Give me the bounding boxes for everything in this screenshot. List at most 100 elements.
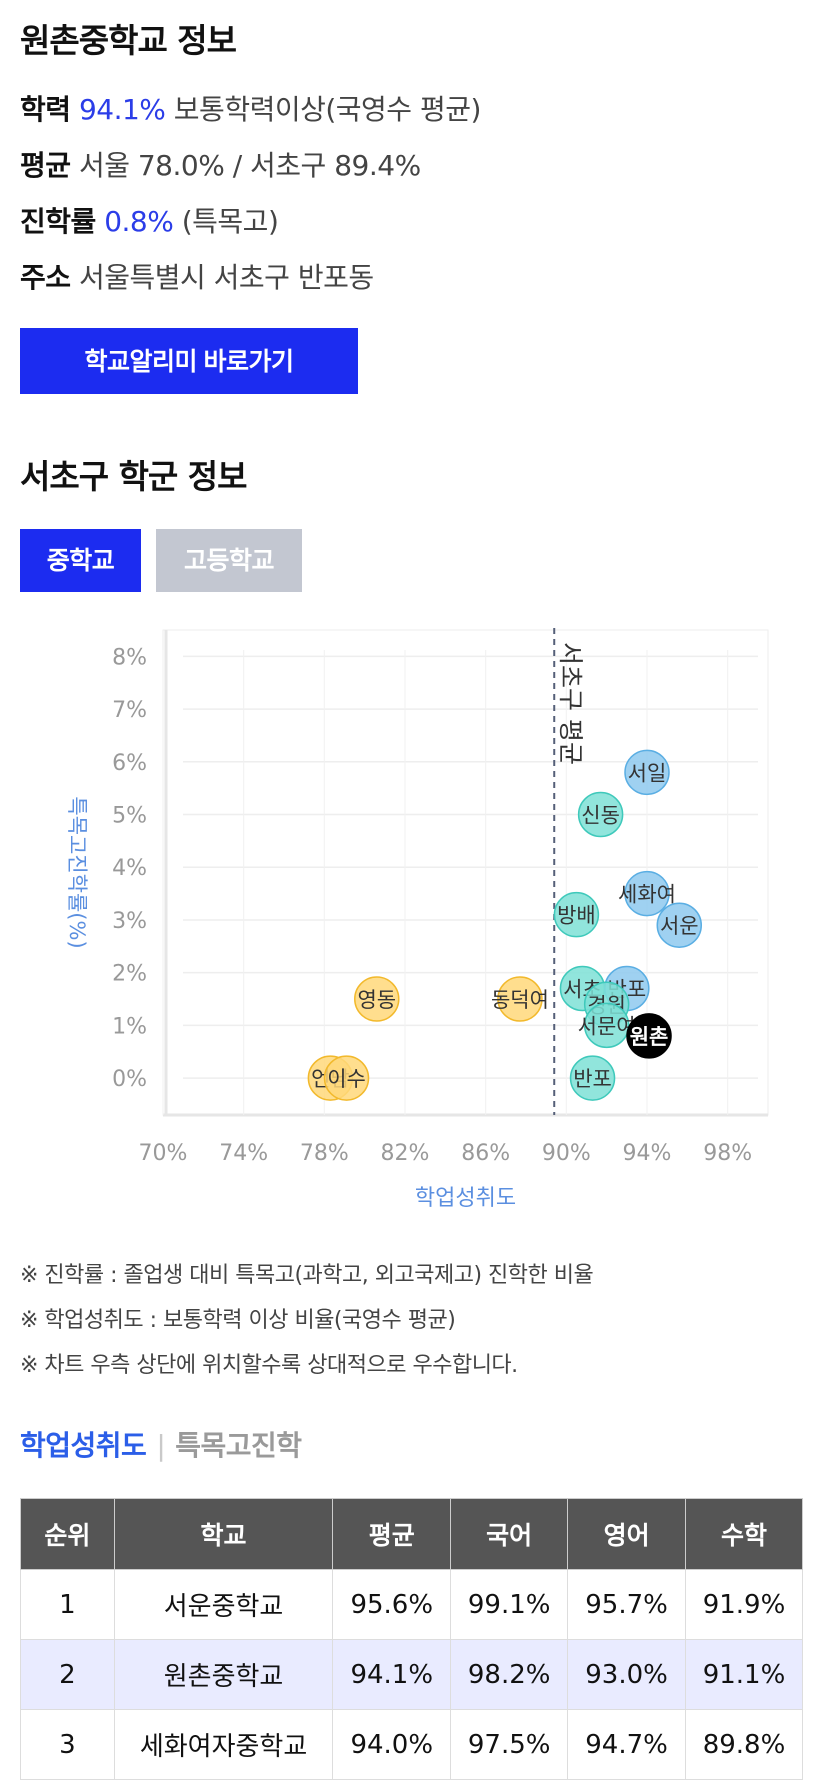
point-이수 [323,1055,370,1101]
ranking-table: 순위 학교 평균 국어 영어 수학 1 서운중학교 95.6% 99.1% 95… [20,1498,803,1780]
point-서문여 [583,1002,630,1049]
cell-average: 95.6% [332,1569,452,1640]
point-label: 서문여 [578,1014,636,1038]
cell-math: 91.9% [685,1569,803,1640]
average-row: 평균 서울 78.0% / 서초구 89.4% [20,138,421,194]
x-axis-title: 학업성취도 [415,1186,516,1211]
rate-desc: (특목고) [181,205,279,238]
y-tick-label: 0% [112,1067,147,1092]
cell-average: 94.1% [332,1639,452,1710]
achievement-value: 94.1% [78,93,166,126]
point-label: 서일 [628,761,667,785]
point-label: 반포 [573,1067,612,1091]
tab-special-high[interactable]: 특목고진학 [175,1429,302,1462]
x-tick-label: 90% [542,1141,591,1166]
x-tick-label: 78% [300,1141,349,1166]
x-tick-label: 82% [381,1141,430,1166]
cell-average: 94.0% [332,1709,452,1780]
table-row[interactable]: 3 세화여자중학교 94.0% 97.5% 94.7% 89.8% [20,1709,803,1780]
cell-math: 91.1% [685,1639,803,1710]
tab-achievement[interactable]: 학업성취도 [20,1429,147,1462]
tab-high-school[interactable]: 고등학교 [156,529,302,592]
address-value: 서울특별시 서초구 반포동 [78,261,374,294]
table-row[interactable]: 1 서운중학교 95.6% 99.1% 95.7% 91.9% [20,1569,803,1640]
cell-school: 서운중학교 [113,1569,334,1640]
x-tick-label: 94% [623,1141,672,1166]
note-achievement: ※ 학업성취도 : 보통학력 이상 비율(국영수 평균) [20,1308,456,1333]
point-label: 서운 [660,914,699,938]
rate-row: 진학률 0.8% (특목고) [20,194,279,250]
ranking-tabs: 학업성취도 | 특목고진학 [20,1424,302,1464]
plot-area [162,629,769,1116]
cell-rank: 3 [20,1709,115,1780]
header-korean: 국어 [450,1498,569,1570]
point-label: 방배 [557,904,596,928]
rate-value: 0.8% [104,205,174,238]
point-서운 [656,902,703,948]
cell-school: 세화여자중학교 [113,1709,334,1780]
y-tick-label: 1% [112,1014,147,1039]
x-tick-label: 98% [703,1141,752,1166]
cell-english: 94.7% [567,1709,687,1780]
cell-rank: 1 [20,1569,115,1640]
point-label: 이수 [327,1067,366,1091]
point-label: 영동 [357,988,396,1012]
cell-korean: 98.2% [450,1639,569,1710]
point-label: 신동 [581,804,620,828]
x-tick-label: 70% [139,1141,188,1166]
header-school: 학교 [113,1498,334,1570]
note-rate: ※ 진학률 : 졸업생 대비 특목고(과학고, 외고국제고) 진학한 비율 [20,1263,594,1288]
cell-math: 89.8% [685,1709,803,1780]
tab-separator: | [156,1429,166,1462]
cell-school: 원촌중학교 [113,1639,334,1710]
point-label: 동덕여 [491,988,549,1012]
note-position: ※ 차트 우측 상단에 위치할수록 상대적으로 우수합니다. [20,1353,518,1378]
table-header-row: 순위 학교 평균 국어 영어 수학 [20,1498,803,1570]
y-tick-label: 4% [112,856,147,881]
point-방배 [553,891,600,938]
scatter-chart-svg: 0% 1% 2% 3% 4% 5% 6% 7% 8% 70% 74% 78% 82% 86% 90% 94% 9… [65,628,769,1211]
x-tick-label: 86% [461,1141,510,1166]
point-동덕여 [497,976,543,1022]
point-세화여 [624,870,670,917]
district-title: 서초구 학군 정보 [20,457,247,496]
header-average: 평균 [332,1498,452,1570]
cell-rank: 2 [20,1639,115,1710]
achievement-label: 학력 [20,93,71,126]
chart-notes: ※ 진학률 : 졸업생 대비 특목고(과학고, 외고국제고) 진학한 비율 ※ … [20,1253,594,1388]
scatter-chart: 0% 1% 2% 3% 4% 5% 6% 7% 8% 70% 74% 78% 82% 86% 90% 94% 9… [20,605,807,1225]
address-label: 주소 [20,261,71,294]
point-서일 [624,749,670,796]
address-row: 주소 서울특별시 서초구 반포동 [20,250,374,306]
y-tick-label: 8% [112,645,147,670]
header-math: 수학 [685,1498,803,1570]
y-tick-label: 2% [112,962,147,987]
table-row-current[interactable]: 2 원촌중학교 94.1% 98.2% 93.0% 91.1% [20,1639,803,1710]
cell-korean: 99.1% [450,1569,569,1640]
cell-english: 93.0% [567,1639,687,1710]
school-title: 원촌중학교 정보 [20,21,237,60]
point-신동 [577,791,624,838]
point-원촌 [626,1013,672,1059]
y-tick-label: 6% [112,751,147,776]
point-label: 세화여 [618,883,676,907]
point-영동 [354,976,400,1022]
y-tick-label: 5% [112,804,147,829]
rate-label: 진학률 [20,205,96,238]
average-value: 서울 78.0% / 서초구 89.4% [78,149,421,182]
average-label: 평균 [20,149,71,182]
header-english: 영어 [567,1498,687,1570]
cell-english: 95.7% [567,1569,687,1640]
cell-korean: 97.5% [450,1709,569,1780]
point-반포 [569,1055,616,1101]
point-label: 원촌 [630,1025,669,1049]
school-level-tabs: 중학교 고등학교 [20,529,302,592]
y-axis-title: 특목고진학률(%) [65,796,89,948]
school-alimi-button[interactable]: 학교알리미 바로가기 [20,328,358,394]
x-tick-label: 74% [219,1141,268,1166]
tab-middle-school[interactable]: 중학교 [20,529,141,592]
y-tick-label: 7% [112,698,147,723]
y-tick-label: 3% [112,909,147,934]
average-reference-label: 서초구 평균 [556,642,585,765]
achievement-desc: 보통학력이상(국영수 평균) [173,93,482,126]
